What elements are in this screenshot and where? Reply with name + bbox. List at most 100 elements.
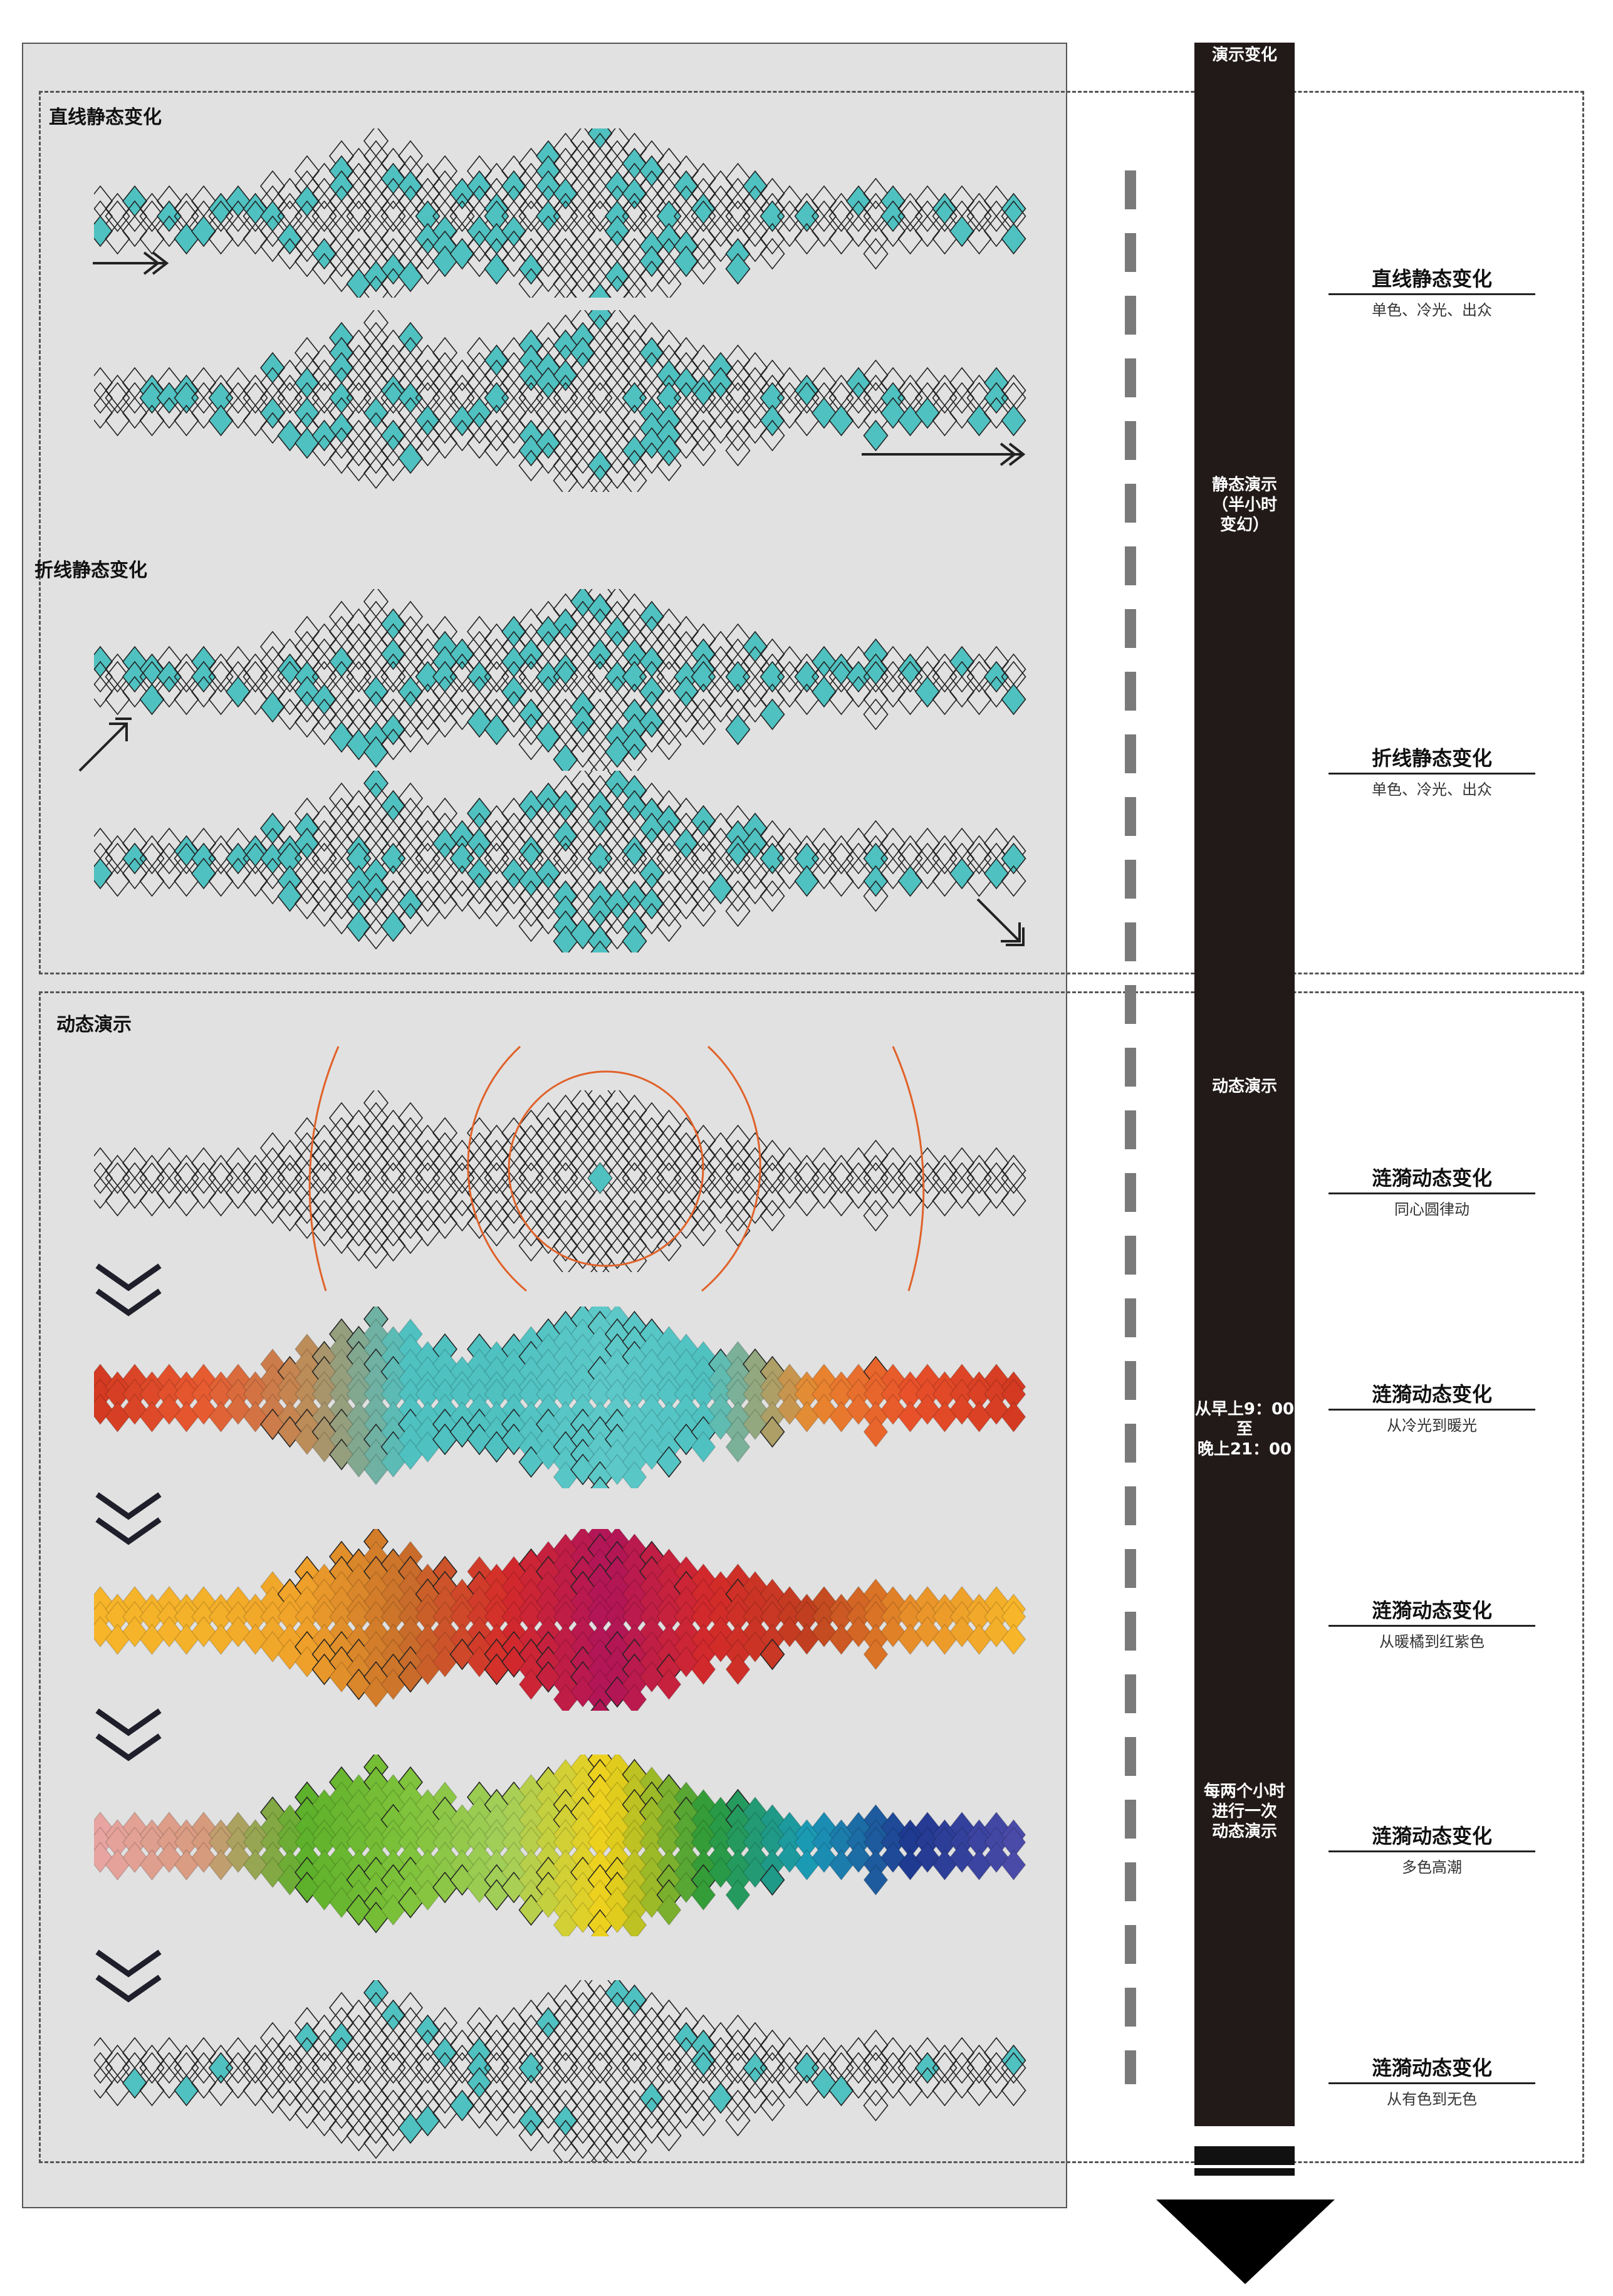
diamond-cell bbox=[845, 676, 872, 708]
diamond-cell bbox=[725, 842, 751, 875]
diamond-cell bbox=[863, 177, 889, 210]
diamond-cell bbox=[725, 200, 751, 232]
diamond-cell bbox=[415, 842, 441, 875]
diamond-cell bbox=[966, 2052, 992, 2084]
right-label-ripple-4: 涟漪动态变化 多色高潮 bbox=[1329, 1820, 1535, 1877]
diamond-cell bbox=[742, 397, 768, 429]
diamond-cell bbox=[94, 1841, 113, 1874]
diamond-cell bbox=[725, 1214, 751, 1247]
diamond-cell bbox=[932, 382, 958, 414]
diamond-cell bbox=[932, 200, 958, 232]
diamond-cell bbox=[311, 382, 337, 414]
ripple-ring-middle-left bbox=[467, 1045, 527, 1292]
diamond-cell bbox=[742, 215, 768, 248]
diamond-cell bbox=[259, 857, 286, 890]
diamond-cell bbox=[760, 842, 785, 875]
diamond-cell bbox=[691, 1214, 716, 1247]
diamond-cell bbox=[691, 1431, 716, 1463]
diamond-cell bbox=[94, 2052, 113, 2084]
diamond-cell bbox=[156, 1177, 182, 1209]
diamond-cell bbox=[156, 215, 182, 248]
diamond-cell bbox=[622, 1683, 647, 1711]
diamond-cell bbox=[1001, 683, 1026, 716]
diamond-cell bbox=[346, 660, 372, 693]
diamond-cell bbox=[760, 419, 785, 452]
diamond-cell bbox=[1001, 1401, 1026, 1433]
diamond-cell bbox=[1001, 222, 1026, 255]
diamond-cell bbox=[845, 397, 872, 429]
right-label-straight: 直线静态变化 单色、冷光、出众 bbox=[1329, 263, 1535, 320]
diamond-cell bbox=[760, 237, 785, 270]
diamond-cell bbox=[553, 382, 578, 414]
diamond-cell bbox=[380, 1162, 406, 1194]
diamond-cell bbox=[105, 382, 130, 414]
chevron-down-icon bbox=[95, 1708, 162, 1761]
diamond-cell bbox=[966, 842, 992, 875]
diamond-cell bbox=[983, 397, 1010, 429]
diamond-cell bbox=[191, 2067, 217, 2099]
diamond-strip-straight-2 bbox=[94, 310, 1026, 492]
diamond-cell bbox=[863, 200, 889, 232]
diamond-cell bbox=[845, 215, 872, 248]
diamond-cell bbox=[225, 857, 251, 890]
diamond-cell bbox=[845, 857, 872, 890]
diamond-cell bbox=[863, 359, 889, 392]
right-arrow-long-icon bbox=[862, 442, 1026, 466]
arrow-down-icon bbox=[1156, 2199, 1335, 2284]
section-label-polyline: 折线静态变化 bbox=[34, 560, 147, 582]
diamond-cell bbox=[94, 1615, 113, 1648]
diamond-cell bbox=[691, 382, 716, 414]
diamond-cell bbox=[760, 1864, 785, 1896]
chevron-down-icon bbox=[95, 1492, 162, 1545]
diamond-cell bbox=[94, 397, 113, 429]
diamond-cell bbox=[742, 2067, 768, 2099]
diamond-cell bbox=[656, 449, 682, 482]
diamond-cell bbox=[311, 842, 337, 875]
diamond-cell bbox=[776, 857, 803, 890]
diamond-cell bbox=[243, 382, 268, 414]
diamond-cell bbox=[622, 464, 647, 492]
diamond-cell bbox=[590, 1476, 610, 1488]
diamond-cell bbox=[449, 2052, 475, 2084]
diamond-cell bbox=[691, 200, 716, 232]
diamond-cell bbox=[622, 2052, 647, 2084]
diamond-cell bbox=[259, 215, 286, 248]
diamond-cell bbox=[139, 200, 165, 232]
diamond-cell bbox=[139, 382, 165, 414]
ripple-ring-inner bbox=[508, 1070, 704, 1267]
diamond-cell bbox=[208, 1162, 234, 1194]
diamond-cell bbox=[553, 2052, 578, 2084]
diamond-cell bbox=[949, 2067, 975, 2099]
diamond-cell bbox=[725, 1879, 751, 1911]
diamond-cell bbox=[174, 660, 199, 693]
diamond-cell bbox=[880, 857, 906, 890]
section-label-straight: 直线静态变化 bbox=[49, 107, 162, 128]
diamond-cell bbox=[691, 895, 716, 927]
diamond-cell bbox=[105, 660, 130, 693]
diamond-cell bbox=[776, 215, 803, 248]
diamond-cell bbox=[1001, 865, 1026, 897]
diamond-cell bbox=[914, 857, 941, 890]
diamond-cell bbox=[897, 660, 923, 693]
diamond-cell bbox=[725, 1431, 751, 1463]
diamond-cell bbox=[691, 2052, 716, 2084]
diamond-cell bbox=[760, 1162, 785, 1194]
diamond-cell bbox=[415, 1162, 441, 1194]
diamond-cell bbox=[122, 215, 148, 248]
diamond-cell bbox=[518, 1162, 544, 1194]
diamond-cell bbox=[725, 1653, 751, 1686]
diamond-cell bbox=[590, 479, 610, 492]
diamond-cell bbox=[1001, 2052, 1026, 2084]
diamond-cell bbox=[845, 1177, 872, 1209]
diamond-cell bbox=[863, 1162, 889, 1194]
diamond-cell bbox=[587, 842, 613, 875]
diamond-cell bbox=[259, 2067, 286, 2099]
diamond-cell bbox=[760, 2052, 785, 2084]
diamond-cell bbox=[897, 2052, 923, 2084]
diamond-cell bbox=[94, 382, 113, 414]
diamond-cell bbox=[156, 397, 182, 429]
diamond-cell bbox=[346, 200, 372, 232]
diamond-cell bbox=[776, 676, 803, 708]
diamond-cell bbox=[449, 660, 475, 693]
diamond-cell bbox=[725, 1162, 751, 1194]
